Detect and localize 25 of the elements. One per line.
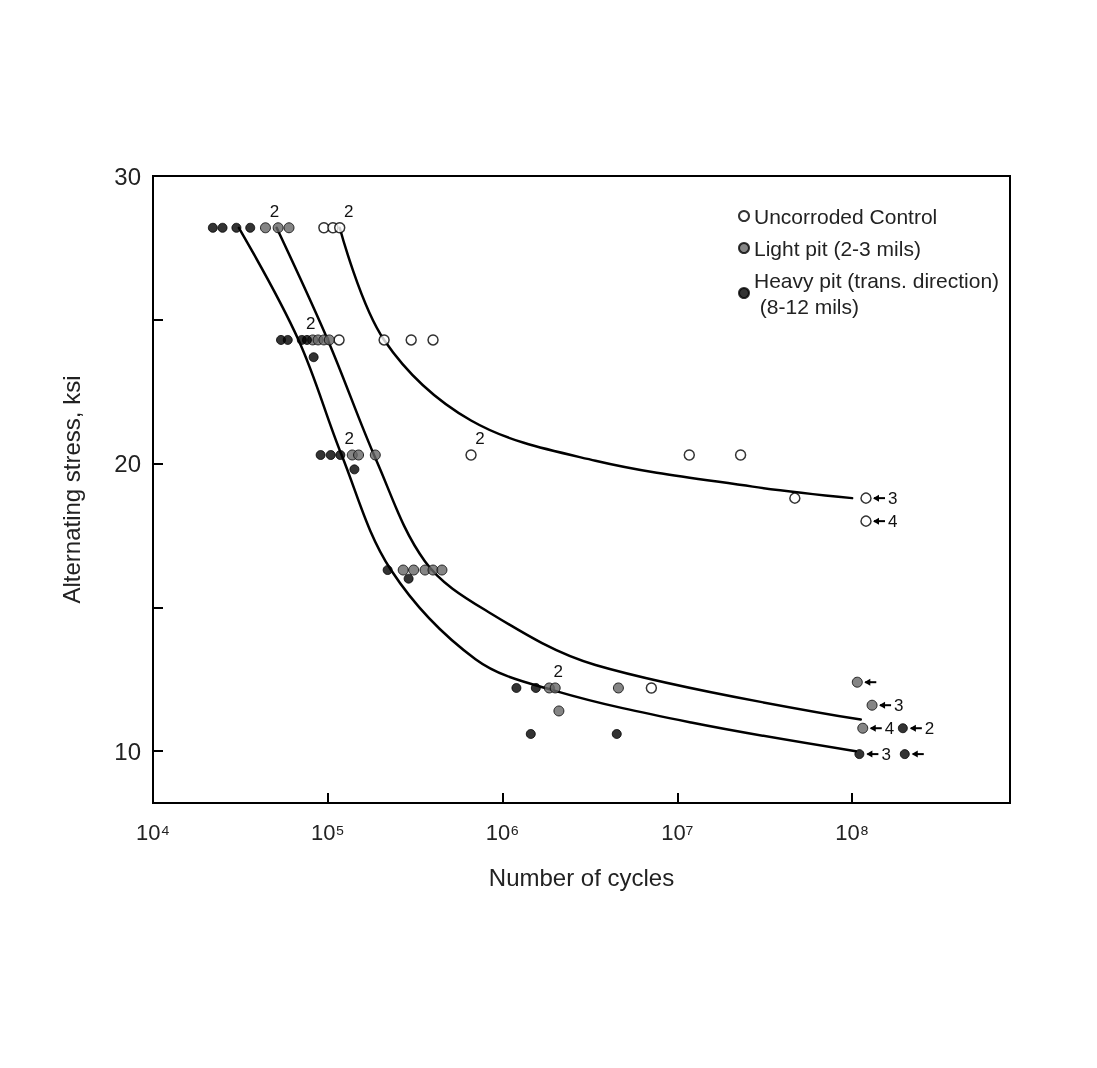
y-tick-label: 20	[114, 450, 141, 478]
legend-label: Uncorroded Control	[754, 204, 938, 228]
x-tick-label: 10⁴	[136, 819, 170, 845]
x-tick-label: 10⁶	[485, 819, 520, 845]
annotation: 3	[887, 488, 898, 508]
annotation: 2	[343, 202, 354, 222]
y-axis-title: Alternating stress, ksi	[57, 375, 85, 604]
legend-label: Light pit (2-3 mils)	[754, 236, 921, 260]
x-tick-label: 10⁷	[661, 819, 694, 845]
annotation: 2	[306, 314, 316, 334]
y-tick-label: 30	[114, 162, 141, 190]
annotation: 3	[894, 695, 904, 715]
annotation: 4	[884, 718, 895, 738]
legend-label: Heavy pit (trans. direction) (8-12 mils)	[754, 268, 1000, 318]
x-tick-label: 10⁵	[310, 819, 345, 845]
annotation: 2	[475, 429, 485, 449]
annotation: 2	[924, 718, 935, 738]
annotation: 3	[881, 744, 891, 764]
y-tick-label: 10	[114, 737, 141, 765]
annotation: 2	[269, 202, 280, 222]
annotation: 2	[553, 662, 564, 682]
annotation: 4	[887, 511, 898, 531]
x-tick-label: 10⁸	[835, 819, 870, 845]
annotation: 2	[344, 429, 355, 449]
x-axis-title: Number of cycles	[488, 863, 675, 891]
